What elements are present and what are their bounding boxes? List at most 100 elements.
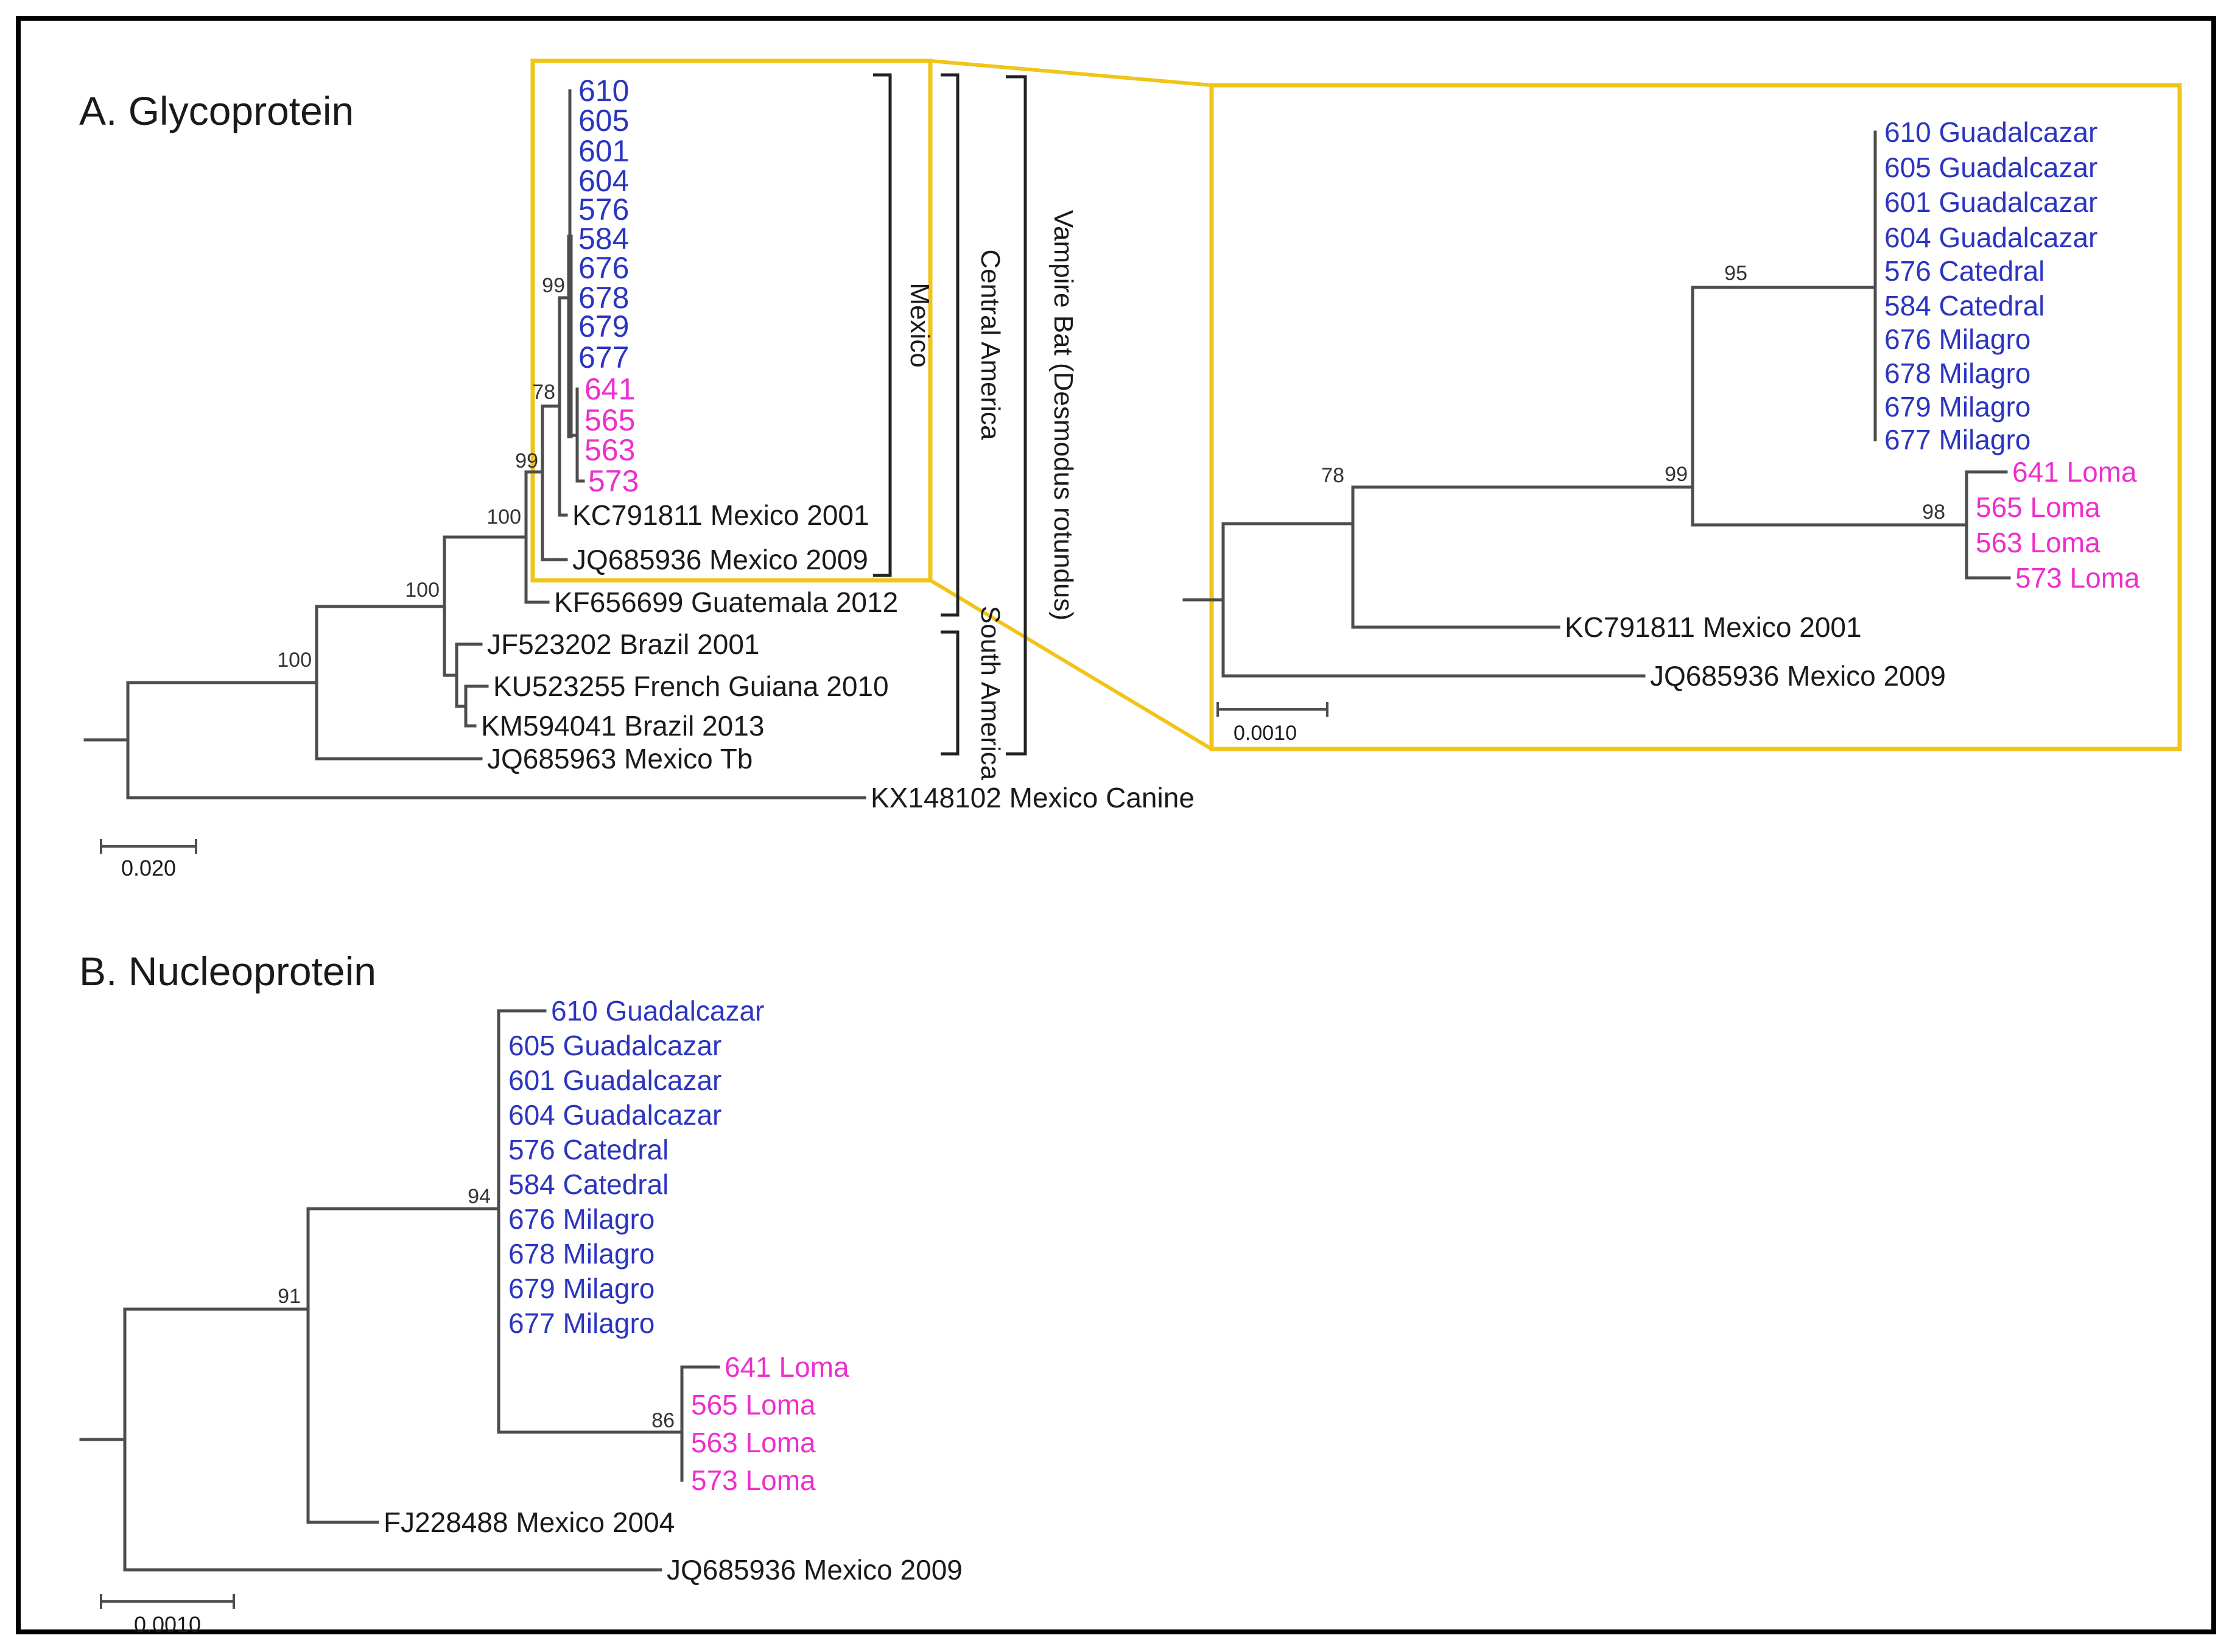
tip-label: JQ685936 Mexico 2009 <box>572 544 868 575</box>
tip-label: 576 <box>578 192 629 227</box>
tip-label: FJ228488 Mexico 2004 <box>384 1506 675 1538</box>
bootstrap-value: 95 <box>1724 262 1747 285</box>
tip-label: 677 <box>578 340 629 374</box>
tip-label: 604 Guadalcazar <box>1884 222 2097 253</box>
panel-a-brackets: Mexico Central America South America Vam… <box>873 73 1078 781</box>
panel-a-scale-bar: 0.020 <box>100 839 197 880</box>
panel-a-bootstraps: 99 78 99 100 100 100 <box>277 274 565 672</box>
highlight-box <box>530 58 933 583</box>
tip-label: 601 <box>578 134 629 168</box>
tip-label: KX148102 Mexico Canine <box>871 782 1195 814</box>
callout-line-bottom <box>929 578 1213 751</box>
panel-a-title: A. Glycoprotein <box>79 88 354 133</box>
tip-label: 576 Catedral <box>1884 255 2044 287</box>
bootstrap-value: 98 <box>1922 501 1945 524</box>
inset-pink-tips: 641 Loma 565 Loma 563 Loma 573 Loma <box>1976 456 2140 594</box>
tip-label: 573 Loma <box>691 1464 816 1496</box>
tip-label: 601 Guadalcazar <box>1884 186 2097 218</box>
tip-label: 610 <box>578 74 629 108</box>
bootstrap-value: 86 <box>651 1409 675 1432</box>
tip-label: 676 Milagro <box>508 1203 655 1235</box>
tip-label: 676 <box>578 251 629 285</box>
panel-a-pink-tips: 641 565 563 573 <box>584 372 639 498</box>
tip-label: KM594041 Brazil 2013 <box>481 710 764 742</box>
inset-scale-bar: 0.0010 <box>1216 702 1328 745</box>
tip-label: 605 <box>578 104 629 138</box>
tip-label: 584 Catedral <box>508 1169 669 1200</box>
tip-label: 563 Loma <box>1976 527 2100 558</box>
tip-label: 565 Loma <box>1976 491 2100 523</box>
bootstrap-value: 100 <box>277 648 312 672</box>
tip-label: 565 <box>584 403 635 437</box>
panel-b-blue-tips: 610 Guadalcazar 605 Guadalcazar 601 Guad… <box>508 995 764 1339</box>
tip-label: 605 Guadalcazar <box>1884 152 2097 183</box>
bootstrap-value: 78 <box>532 381 555 404</box>
figure-border <box>16 16 2216 1634</box>
vampire-bat-bracket-label: Vampire Bat (Desmodus rotundus) <box>1048 210 1078 620</box>
scale-bar-line <box>1216 702 1328 717</box>
bootstrap-value: 99 <box>542 274 565 297</box>
callout-line-top <box>930 59 1212 87</box>
inset-box <box>1209 83 2182 751</box>
panel-b-pink-tips: 641 Loma 565 Loma 563 Loma 573 Loma <box>691 1351 849 1496</box>
panel-a-branches <box>83 89 866 800</box>
south-america-bracket <box>941 630 960 756</box>
tip-label: 604 Guadalcazar <box>508 1099 721 1131</box>
bootstrap-value: 91 <box>278 1285 301 1308</box>
tip-label: 584 Catedral <box>1884 290 2044 322</box>
tip-label: KC791811 Mexico 2001 <box>572 499 869 531</box>
tip-label: 677 Milagro <box>508 1307 655 1339</box>
tip-label: 678 Milagro <box>1884 357 2030 389</box>
mexico-bracket-label: Mexico <box>905 283 935 367</box>
tip-label: 604 <box>578 164 629 198</box>
scale-bar-line <box>100 839 197 854</box>
tip-label: 679 Milagro <box>1884 391 2030 423</box>
panel-b-reference-tips: FJ228488 Mexico 2004 JQ685936 Mexico 200… <box>384 1506 963 1586</box>
tip-label: 679 <box>578 309 629 343</box>
tip-label: 677 Milagro <box>1884 424 2030 455</box>
inset-bootstraps: 95 99 98 78 <box>1321 262 1945 524</box>
tip-label: 678 Milagro <box>508 1238 655 1270</box>
tip-label: JQ685936 Mexico 2009 <box>1650 660 1946 692</box>
inset-blue-tips: 610 Guadalcazar 605 Guadalcazar 601 Guad… <box>1884 116 2097 455</box>
tip-label: 641 <box>584 372 635 406</box>
scale-bar-label: 0.020 <box>121 856 176 880</box>
tip-label: 584 <box>578 222 629 256</box>
tip-label: 563 <box>584 433 635 467</box>
tip-label: KF656699 Guatemala 2012 <box>554 586 898 618</box>
yellow-callout <box>530 58 2182 751</box>
tip-label: JF523202 Brazil 2001 <box>487 628 760 660</box>
panel-b-bootstraps: 94 91 86 <box>278 1185 675 1432</box>
tip-label: 573 Loma <box>2015 562 2140 594</box>
bootstrap-value: 78 <box>1321 464 1344 487</box>
tip-label: KU523255 French Guiana 2010 <box>493 670 889 702</box>
tip-label: 641 Loma <box>2012 456 2137 488</box>
tip-label: 676 Milagro <box>1884 323 2030 355</box>
panel-b-branches <box>79 1009 720 1572</box>
tip-label: 601 Guadalcazar <box>508 1064 721 1096</box>
inset-branches <box>1182 130 2011 678</box>
panel-a-reference-tips: KC791811 Mexico 2001 JQ685936 Mexico 200… <box>481 499 1195 814</box>
tip-label: JQ685963 Mexico Tb <box>487 743 753 775</box>
tip-label: JQ685936 Mexico 2009 <box>667 1554 963 1586</box>
panel-b-scale-bar: 0.0010 <box>100 1594 235 1637</box>
bootstrap-value: 94 <box>468 1185 491 1208</box>
bootstrap-value: 99 <box>1665 463 1688 486</box>
south-america-bracket-label: South America <box>975 606 1005 781</box>
central-america-bracket <box>941 73 960 617</box>
bootstrap-value: 100 <box>405 578 440 602</box>
tip-label: KC791811 Mexico 2001 <box>1565 611 1862 643</box>
tip-label: 563 Loma <box>691 1427 816 1458</box>
tip-label: 678 <box>578 281 629 315</box>
scale-bar-line <box>100 1594 235 1609</box>
tip-label: 573 <box>588 464 639 498</box>
panel-a-blue-tips: 610 605 601 604 576 584 676 678 679 677 <box>578 74 629 374</box>
tip-label: 641 Loma <box>725 1351 849 1383</box>
tip-label: 610 Guadalcazar <box>551 995 764 1027</box>
bootstrap-value: 100 <box>486 505 521 529</box>
tip-label: 565 Loma <box>691 1389 816 1421</box>
tip-label: 610 Guadalcazar <box>1884 116 2097 148</box>
scale-bar-label: 0.0010 <box>1234 722 1297 745</box>
inset-reference-tips: KC791811 Mexico 2001 JQ685936 Mexico 200… <box>1565 611 1946 692</box>
